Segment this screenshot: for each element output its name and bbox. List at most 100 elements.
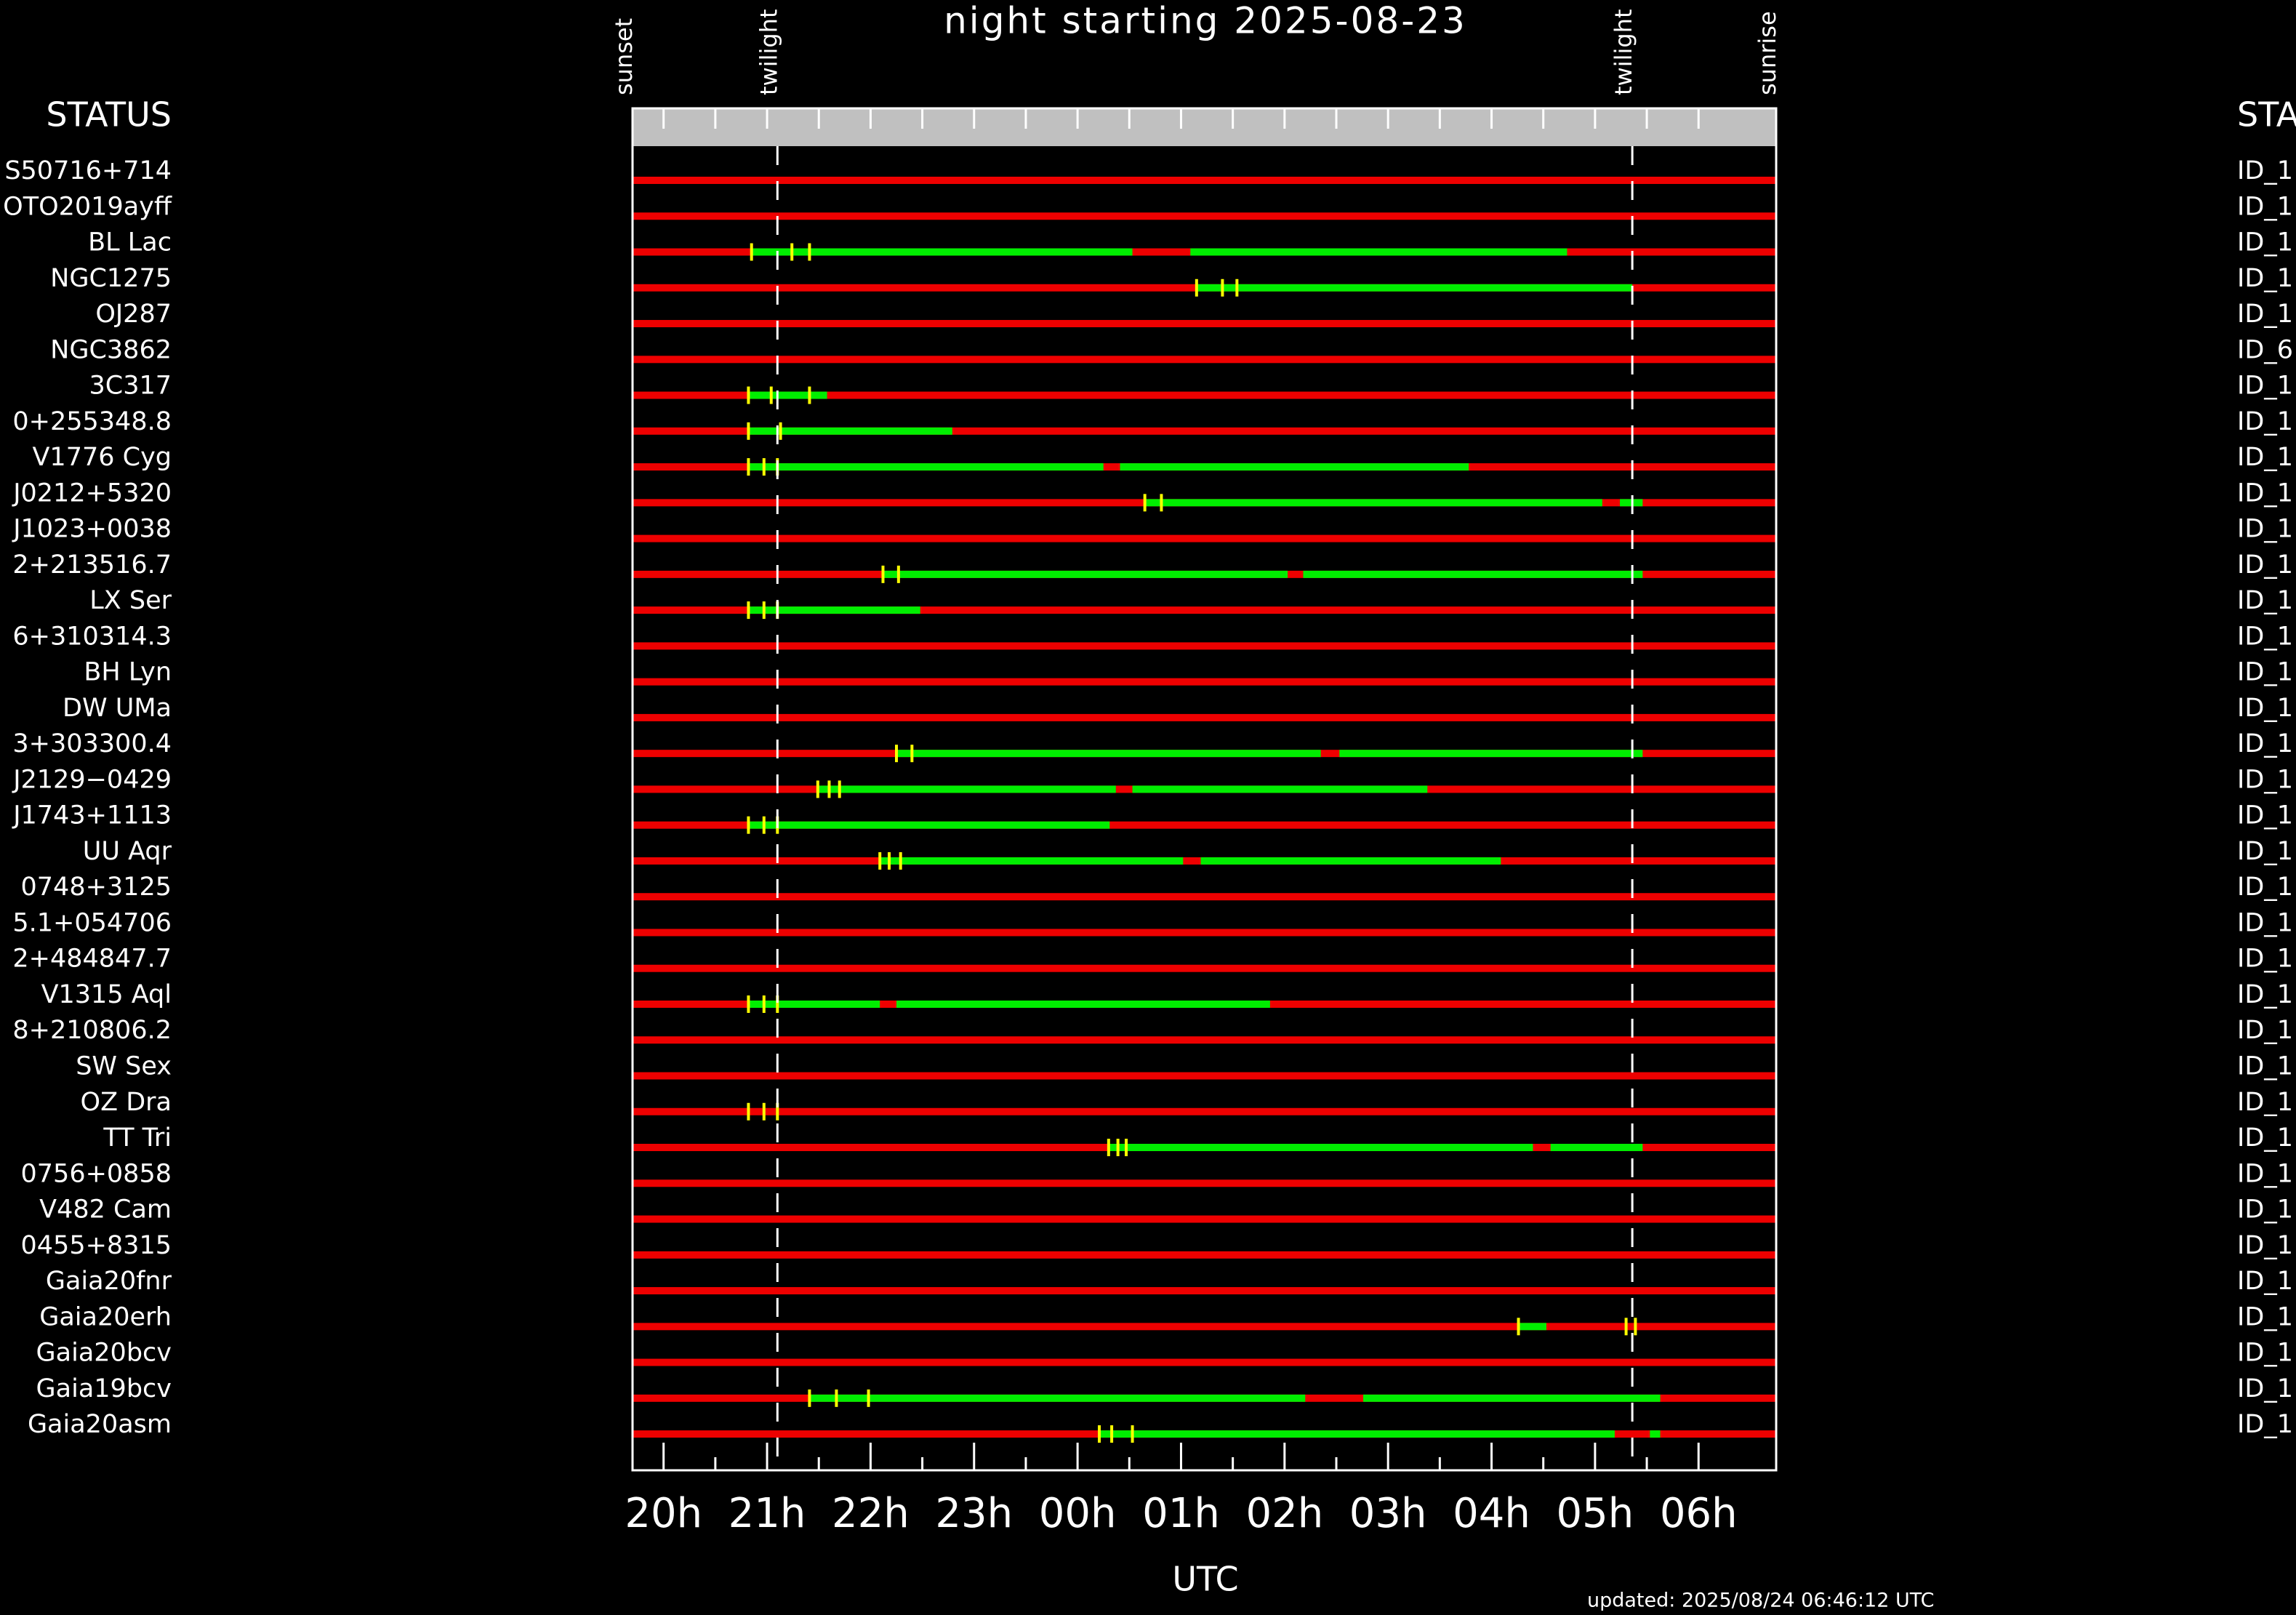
row-bar: [633, 1358, 1776, 1366]
observation-mark: [776, 1102, 779, 1121]
row-name: LX Ser: [89, 586, 172, 615]
row-name: 6+310314.3: [12, 622, 172, 651]
visible-interval: [883, 570, 1288, 578]
observation-mark: [910, 745, 914, 763]
x-axis-label: UTC: [1172, 1560, 1238, 1599]
x-tick-label: 20h: [625, 1490, 702, 1537]
updated-note: updated: 2025/08/24 06:46:12 UTC: [1587, 1590, 1935, 1612]
row-id: ID_1: [2237, 1339, 2293, 1368]
visible-interval: [1518, 1323, 1546, 1331]
row-name: NGC3862: [50, 335, 172, 364]
observation-mark: [747, 601, 750, 620]
row-id: ID_6: [2237, 335, 2293, 364]
event-label: twilight: [1610, 9, 1637, 95]
row-bar: [633, 1036, 1776, 1044]
row-id: ID_1: [2237, 837, 2293, 866]
row-bar: [633, 1251, 1776, 1259]
row-id: ID_1: [2237, 407, 2293, 436]
observation-mark: [779, 422, 782, 440]
row-bar: [633, 534, 1776, 542]
visible-interval: [809, 1394, 1306, 1402]
row-id: ID_1: [2237, 1016, 2293, 1045]
x-tick-label: 02h: [1245, 1490, 1323, 1537]
row-bar: [633, 1287, 1776, 1295]
row-id: ID_1: [2237, 550, 2293, 580]
x-tick-label: 00h: [1039, 1490, 1117, 1537]
row-id: ID_1: [2237, 658, 2293, 687]
row-bar: [633, 1107, 1776, 1115]
row-id: ID_1: [2237, 192, 2293, 221]
observation-mark: [747, 1102, 750, 1121]
row-bar: [633, 177, 1776, 184]
row-bar: [633, 678, 1776, 686]
row-id: ID_1: [2237, 1302, 2293, 1331]
row-name: NGC1275: [50, 264, 172, 293]
observation-mark: [762, 1102, 766, 1121]
row-bar: [633, 356, 1776, 364]
visible-interval: [1339, 750, 1643, 758]
row-bar: [633, 642, 1776, 650]
row-name: J1743+1113: [12, 801, 172, 830]
observation-mark: [762, 816, 766, 834]
observation-mark: [838, 780, 841, 798]
row-name: 0756+0858: [21, 1159, 172, 1188]
row-id: ID_1: [2237, 300, 2293, 329]
row-bar: [633, 964, 1776, 972]
observation-mark: [1125, 1139, 1128, 1157]
visible-interval: [1363, 1394, 1661, 1402]
x-tick-label: 23h: [935, 1490, 1013, 1537]
row-name: Gaia20bcv: [36, 1339, 172, 1368]
row-id: ID_1: [2237, 264, 2293, 293]
observation-mark: [747, 422, 750, 440]
row-bar: [633, 320, 1776, 328]
observation-mark: [1131, 1425, 1134, 1443]
row-bar: [633, 821, 1776, 829]
observation-mark: [762, 458, 766, 476]
row-id: ID_1: [2237, 478, 2293, 508]
row-bar: [633, 606, 1776, 614]
row-name: BL Lac: [88, 228, 172, 257]
observation-mark: [1143, 494, 1147, 512]
row-id: ID_1: [2237, 515, 2293, 544]
row-name: 0+255348.8: [12, 407, 172, 436]
observation-mark: [816, 780, 819, 798]
visible-interval: [748, 427, 952, 435]
observation-mark: [747, 995, 750, 1013]
visible-interval: [748, 391, 827, 399]
right-header: STA: [2237, 95, 2296, 135]
row-id: ID_1: [2237, 765, 2293, 794]
visible-interval: [748, 463, 1104, 471]
visible-interval: [1099, 1430, 1615, 1438]
observation-mark: [881, 565, 885, 583]
observation-mark: [1517, 1318, 1520, 1336]
row-name: OZ Dra: [81, 1088, 172, 1117]
rows: [633, 177, 1776, 1443]
x-tick-label: 01h: [1142, 1490, 1220, 1537]
visible-interval: [1144, 499, 1602, 507]
row-name: Gaia20fnr: [46, 1267, 172, 1296]
observation-mark: [1110, 1425, 1114, 1443]
observation-mark: [895, 745, 898, 763]
row-id: ID_1: [2237, 980, 2293, 1009]
visible-interval: [751, 248, 1133, 256]
visible-interval: [1120, 463, 1469, 471]
row-name: J0212+5320: [12, 478, 172, 508]
observation-mark: [1098, 1425, 1101, 1443]
row-id: ID_1: [2237, 873, 2293, 902]
row-id: ID_1: [2237, 1374, 2293, 1403]
visible-interval: [896, 1000, 1270, 1008]
row-name: 0748+3125: [21, 873, 172, 902]
observation-mark: [808, 1389, 811, 1407]
row-name: V482 Cam: [39, 1195, 172, 1225]
row-name: Gaia20asm: [28, 1410, 172, 1439]
visible-interval: [817, 785, 1116, 793]
visible-interval: [748, 821, 1110, 829]
row-name: J1023+0038: [12, 515, 172, 544]
observation-mark: [1107, 1139, 1110, 1157]
x-tick-label: 04h: [1453, 1490, 1530, 1537]
row-bar: [633, 391, 1776, 399]
row-name: V1776 Cyg: [32, 443, 172, 472]
row-id: ID_1: [2237, 729, 2293, 758]
